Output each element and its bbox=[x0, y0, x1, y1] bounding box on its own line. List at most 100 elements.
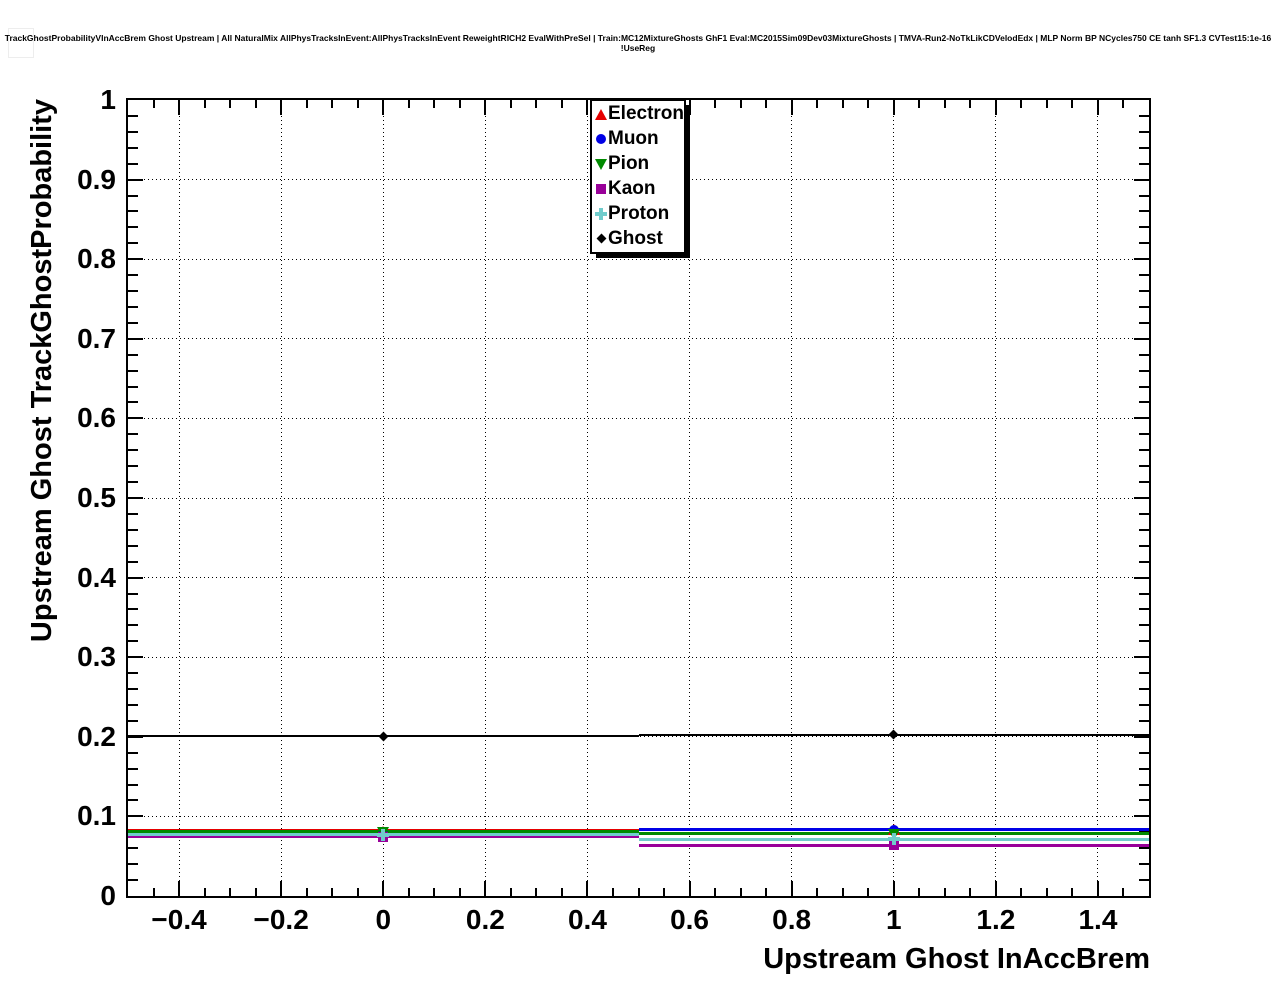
x-tick-label: −0.4 bbox=[151, 904, 207, 935]
y-tick bbox=[128, 130, 138, 133]
x-tick bbox=[688, 881, 691, 896]
x-axis-title: Upstream Ghost InAccBrem bbox=[763, 943, 1150, 975]
y-tick bbox=[1134, 337, 1149, 340]
x-tick bbox=[816, 888, 819, 896]
y-tick bbox=[128, 576, 143, 579]
y-tick-label: 0.6 bbox=[77, 402, 116, 434]
y-tick bbox=[1139, 321, 1149, 324]
x-tick bbox=[229, 100, 232, 108]
x-tick bbox=[611, 888, 614, 896]
y-tick bbox=[128, 544, 138, 547]
x-tick bbox=[918, 100, 921, 108]
y-tick bbox=[128, 353, 138, 356]
y-tick bbox=[1139, 385, 1149, 388]
y-tick bbox=[128, 528, 138, 531]
y-tick bbox=[128, 799, 138, 802]
x-tick bbox=[765, 100, 768, 108]
y-tick-label: 0.4 bbox=[77, 561, 116, 593]
y-tick-label: 0.1 bbox=[77, 800, 116, 832]
y-tick bbox=[1134, 815, 1149, 818]
legend-entry-proton: Proton bbox=[592, 201, 684, 226]
y-tick-label: 0.8 bbox=[77, 243, 116, 275]
legend-marker-ghost bbox=[595, 233, 607, 245]
y-tick bbox=[128, 401, 138, 404]
y-tick bbox=[1139, 831, 1149, 834]
gridline-y bbox=[128, 815, 1149, 817]
triangle-up-shape bbox=[595, 108, 607, 120]
x-tick bbox=[203, 888, 206, 896]
legend-marker-muon bbox=[595, 133, 607, 145]
y-tick bbox=[128, 703, 138, 706]
x-tick-label: 0.6 bbox=[670, 904, 710, 935]
x-tick bbox=[790, 100, 793, 115]
x-tick bbox=[152, 100, 155, 108]
x-tick bbox=[254, 100, 257, 108]
y-tick bbox=[1139, 592, 1149, 595]
y-tick bbox=[1139, 242, 1149, 245]
y-tick bbox=[128, 433, 138, 436]
y-tick bbox=[1139, 799, 1149, 802]
legend-entry-kaon: Kaon bbox=[592, 176, 684, 201]
y-tick bbox=[128, 449, 138, 452]
y-tick-label: 1 bbox=[100, 84, 116, 115]
legend-entry-pion: Pion bbox=[592, 151, 684, 176]
y-tick bbox=[128, 321, 138, 324]
tick-layer bbox=[128, 100, 1149, 896]
y-tick bbox=[1139, 783, 1149, 786]
x-tick bbox=[714, 100, 717, 108]
y-tick bbox=[128, 879, 138, 882]
x-tick bbox=[969, 100, 972, 108]
gridline-y bbox=[128, 258, 1149, 260]
x-tick bbox=[663, 888, 666, 896]
x-tick bbox=[969, 888, 972, 896]
y-tick bbox=[1139, 863, 1149, 866]
x-tick bbox=[509, 100, 512, 108]
x-tick bbox=[356, 888, 359, 896]
x-tick-label: 0.4 bbox=[567, 904, 607, 935]
y-tick bbox=[1139, 767, 1149, 770]
y-tick bbox=[128, 497, 143, 499]
x-tick bbox=[560, 100, 563, 108]
legend-label: Proton bbox=[608, 202, 670, 224]
x-tick bbox=[867, 888, 870, 896]
legend-marker-proton bbox=[595, 207, 607, 220]
marker-layer bbox=[128, 100, 1149, 896]
ghost-marker bbox=[377, 730, 389, 742]
x-tick bbox=[331, 888, 334, 896]
y-tick bbox=[128, 863, 138, 866]
legend-label: Pion bbox=[608, 152, 650, 174]
x-tick-label: 0.8 bbox=[772, 904, 812, 935]
y-tick bbox=[128, 481, 138, 484]
x-tick bbox=[892, 100, 895, 115]
x-tick bbox=[178, 100, 181, 115]
y-tick bbox=[1139, 401, 1149, 404]
y-tick bbox=[128, 560, 138, 563]
y-tick bbox=[1134, 576, 1149, 579]
legend: Electron Muon Pion Kaon Proton Ghost bbox=[590, 99, 686, 254]
y-tick bbox=[128, 640, 138, 643]
circle-shape bbox=[596, 133, 606, 144]
y-tick bbox=[1139, 560, 1149, 563]
gridline-y bbox=[128, 577, 1149, 579]
x-tick bbox=[1020, 888, 1023, 896]
y-tick bbox=[128, 226, 138, 229]
x-tick bbox=[816, 100, 819, 108]
gridline-y bbox=[128, 497, 1149, 499]
y-tick bbox=[1139, 512, 1149, 515]
y-tick bbox=[1139, 146, 1149, 149]
x-tick bbox=[407, 100, 410, 108]
legend-label: Kaon bbox=[608, 177, 656, 199]
x-tick bbox=[1071, 100, 1074, 108]
x-tick bbox=[688, 100, 691, 115]
plot-title: TrackGhostProbabilityVInAccBrem Ghost Up… bbox=[4, 33, 1272, 53]
legend-entry-electron: Electron bbox=[592, 101, 684, 126]
y-tick bbox=[1139, 751, 1149, 754]
y-axis-title: Upstream Ghost TrackGhostProbability bbox=[26, 99, 58, 643]
x-tick bbox=[1122, 888, 1125, 896]
legend-marker-pion bbox=[595, 158, 607, 170]
x-tick bbox=[1045, 888, 1048, 896]
x-tick bbox=[305, 888, 308, 896]
y-tick bbox=[128, 290, 138, 293]
y-tick bbox=[128, 162, 138, 165]
x-tick bbox=[382, 100, 385, 115]
